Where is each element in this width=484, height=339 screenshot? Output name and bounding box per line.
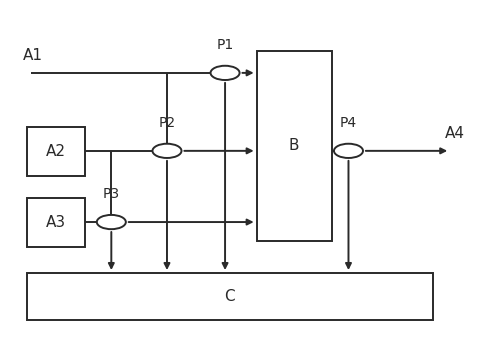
Bar (27, 127, 85, 176)
Text: P1: P1 (216, 38, 234, 52)
Text: A2: A2 (45, 144, 66, 159)
Text: A1: A1 (23, 48, 43, 63)
Text: P2: P2 (158, 116, 176, 130)
Bar (27, 198, 85, 247)
Text: A3: A3 (45, 215, 66, 231)
Text: B: B (289, 138, 299, 153)
Bar (257, 51, 332, 241)
Text: P4: P4 (340, 116, 357, 130)
Text: C: C (225, 289, 235, 304)
Text: P3: P3 (103, 187, 120, 201)
Text: A4: A4 (445, 126, 465, 141)
Bar (27, 273, 433, 320)
